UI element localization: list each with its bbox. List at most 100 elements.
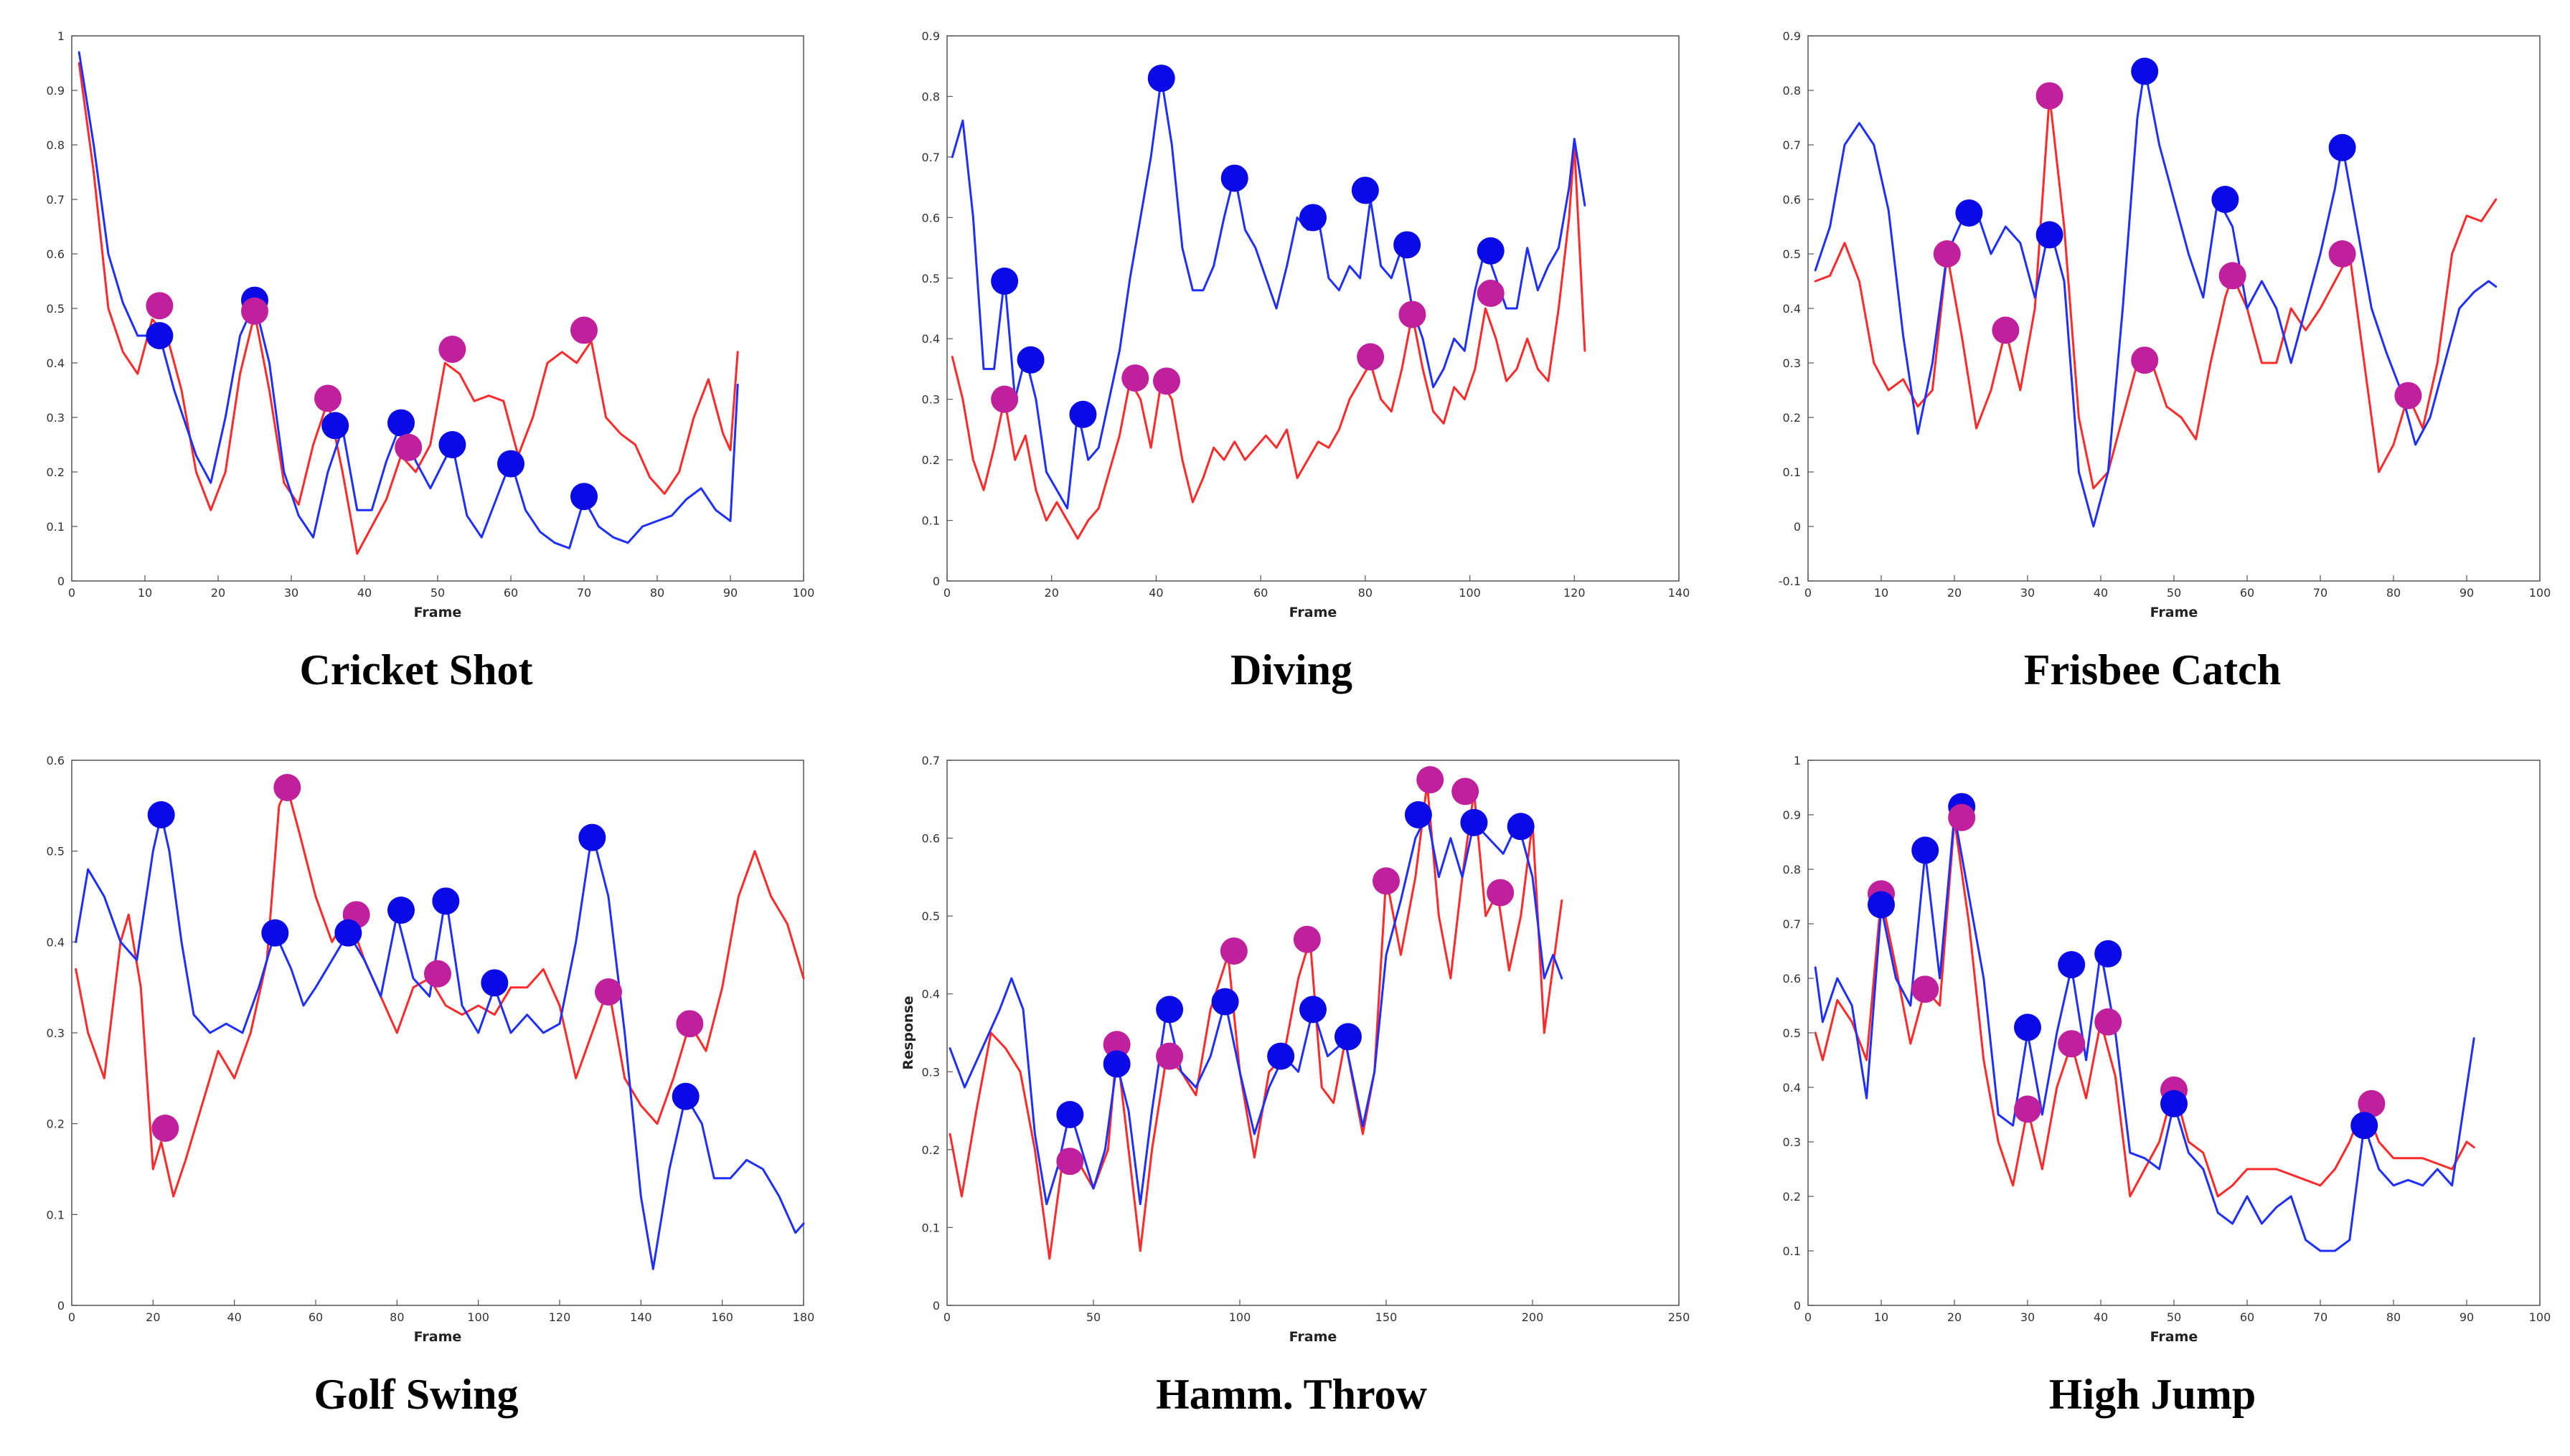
magenta-peak-marker — [395, 433, 423, 461]
x-tick-label: 20 — [1947, 1310, 1962, 1324]
x-tick-label: 60 — [309, 1310, 323, 1324]
blue-peak-marker — [1299, 204, 1327, 232]
x-tick-label: 0 — [943, 586, 951, 600]
magenta-peak-marker — [1156, 1042, 1184, 1070]
magenta-peak-marker — [1911, 975, 1939, 1003]
y-tick-label: 0.7 — [47, 193, 65, 207]
magenta-peak-marker — [1373, 867, 1400, 895]
magenta-peak-marker — [676, 1010, 704, 1038]
blue-peak-marker — [1069, 400, 1097, 428]
blue-peak-marker — [578, 823, 606, 851]
y-tick-label: 0.2 — [1783, 411, 1801, 425]
y-axis-label: Response — [900, 996, 916, 1069]
magenta-peak-marker — [570, 316, 598, 344]
blue-peak-marker — [1156, 996, 1184, 1024]
magenta-peak-marker — [1477, 279, 1505, 307]
x-tick-label: 150 — [1375, 1310, 1398, 1324]
y-tick-label: 0.5 — [47, 302, 65, 316]
y-tick-label: 0.5 — [1783, 1026, 1801, 1040]
magenta-peak-marker — [1357, 343, 1385, 371]
x-tick-label: 250 — [1668, 1310, 1690, 1324]
x-axis-label: Frame — [1289, 1329, 1337, 1345]
x-tick-label: 0 — [68, 1310, 75, 1324]
y-tick-label: 0.3 — [47, 411, 65, 425]
x-tick-label: 120 — [549, 1310, 571, 1324]
y-tick-label: 0.1 — [47, 1208, 65, 1221]
blue-peak-marker — [146, 322, 174, 349]
y-tick-label: 0.8 — [1783, 863, 1801, 876]
chart-diving: 0 20 40 60 80 100 120 140 0 0.1 0.2 0.3 0.4 0.5 0.6 0.7… — [890, 14, 1693, 638]
x-tick-label: 20 — [211, 586, 225, 600]
magenta-peak-marker — [2358, 1089, 2386, 1117]
blue-peak-marker — [2160, 1089, 2188, 1117]
x-tick-label: 60 — [1253, 586, 1268, 600]
x-tick-label: 10 — [1874, 1310, 1888, 1324]
x-tick-label: 90 — [723, 586, 738, 600]
blue-peak-marker — [147, 801, 175, 828]
magenta-peak-marker — [314, 384, 342, 412]
magenta-peak-marker — [424, 960, 451, 988]
magenta-peak-marker — [1992, 316, 2020, 344]
y-tick-label: 0.4 — [47, 935, 65, 949]
chart-title: Frisbee Catch — [2023, 646, 2282, 694]
y-tick-label: 0 — [933, 1299, 940, 1313]
y-tick-label: 0.5 — [922, 909, 940, 923]
chart-golf-swing: 0 20 40 60 80 100 120 140 160 180 0 0.1 0.2 0.3 0.4 0.5… — [14, 739, 818, 1363]
x-tick-label: 0 — [943, 1310, 951, 1324]
x-tick-label: 100 — [1459, 586, 1481, 600]
y-tick-label: 0 — [57, 575, 65, 588]
magenta-peak-marker — [1948, 803, 1976, 831]
y-tick-label: 0 — [933, 575, 940, 588]
series-line-blue — [1814, 813, 2475, 1252]
y-tick-label: 0.8 — [47, 138, 65, 152]
x-tick-label: 40 — [1149, 586, 1163, 600]
blue-peak-marker — [1911, 836, 1939, 864]
x-tick-label: 20 — [1045, 586, 1059, 600]
x-tick-label: 50 — [2167, 586, 2181, 600]
blue-peak-marker — [1351, 176, 1379, 204]
magenta-peak-marker — [1056, 1148, 1084, 1176]
x-axis-label: Frame — [414, 605, 462, 620]
x-tick-label: 40 — [357, 586, 372, 600]
y-tick-label: 0.7 — [922, 151, 940, 164]
blue-peak-marker — [261, 919, 289, 947]
blue-peak-marker — [481, 969, 509, 997]
y-tick-label: 0.6 — [1783, 972, 1801, 985]
y-tick-label: 0.6 — [922, 832, 940, 846]
series-line-blue — [1814, 67, 2498, 528]
x-tick-label: 80 — [650, 586, 664, 600]
series-line-red — [77, 62, 739, 555]
magenta-peak-marker — [2094, 1008, 2122, 1036]
x-tick-label: 60 — [504, 586, 518, 600]
y-tick-label: 0.4 — [922, 332, 940, 346]
series-line-red — [75, 786, 805, 1198]
y-tick-label: 0.5 — [1783, 247, 1801, 261]
x-tick-label: 90 — [2460, 1310, 2474, 1324]
magenta-peak-marker — [1398, 301, 1426, 328]
blue-peak-marker — [1220, 164, 1248, 192]
blue-peak-marker — [1404, 801, 1432, 828]
x-tick-label: 60 — [2240, 1310, 2254, 1324]
magenta-peak-marker — [2014, 1095, 2041, 1123]
blue-peak-marker — [1393, 231, 1421, 259]
blue-peak-marker — [2035, 221, 2063, 249]
chart-panel-cricket-shot: 0 10 20 30 40 50 60 70 80 90 100 0 0.1 0.2 0.3 0.4 0.5 0.… — [14, 14, 818, 732]
y-tick-label: 0.1 — [922, 1221, 940, 1234]
y-tick-label: 0.8 — [1783, 84, 1801, 98]
y-tick-label: 0.2 — [47, 465, 65, 479]
chart-title: High Jump — [2048, 1371, 2256, 1418]
y-tick-label: 1 — [1794, 754, 1801, 767]
blue-peak-marker — [991, 268, 1019, 295]
series-line-blue — [949, 813, 1563, 1206]
blue-peak-marker — [1017, 346, 1045, 374]
blue-peak-marker — [2094, 940, 2122, 968]
x-axis-label: Frame — [2150, 1329, 2198, 1345]
chart-title: Cricket Shot — [299, 646, 533, 694]
x-tick-label: 0 — [68, 586, 75, 600]
plot-area — [1807, 35, 2541, 582]
magenta-peak-marker — [1933, 240, 1961, 268]
y-tick-label: 0.1 — [922, 514, 940, 528]
magenta-peak-marker — [1416, 766, 1444, 794]
y-tick-label: 0.7 — [1783, 917, 1801, 931]
y-tick-label: 0.3 — [47, 1026, 65, 1040]
